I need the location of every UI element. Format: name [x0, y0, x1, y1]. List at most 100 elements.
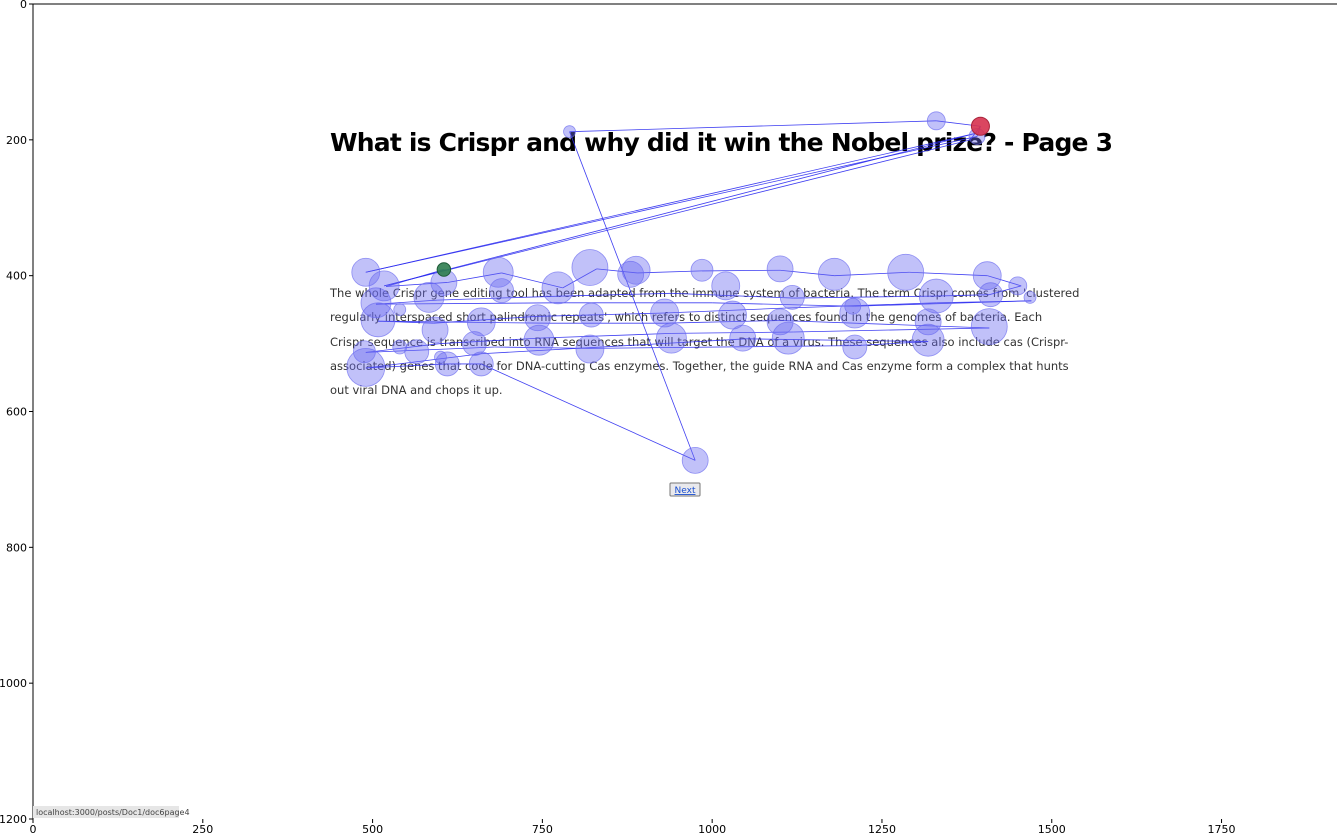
saccade-line [365, 346, 495, 353]
saccade-line [712, 302, 855, 307]
fixation-point [711, 271, 741, 301]
saccade-line [596, 268, 638, 274]
saccade-line [793, 327, 990, 333]
fixation-point [421, 316, 449, 344]
paragraph: The whole Crispr gene editing tool has b… [329, 286, 1079, 397]
fixation-points [346, 111, 1037, 474]
fixation-point [413, 281, 445, 313]
saccade-line [936, 294, 990, 297]
x-tick-label: 1500 [1038, 823, 1066, 836]
saccade-line [780, 269, 835, 277]
fixation-point [621, 255, 651, 285]
saccade-line [834, 271, 910, 277]
fixation-point [690, 258, 714, 282]
y-tick-label: 1000 [0, 677, 27, 690]
y-tick-label: 0 [20, 0, 27, 11]
saccade-line [535, 312, 665, 317]
status-url: localhost:3000/posts/Doc1/doc6page4 [36, 808, 190, 817]
saccade-line [375, 299, 438, 305]
fixation-point [766, 255, 794, 283]
saccade-line [384, 132, 978, 287]
saccade-line [589, 345, 855, 349]
x-tick-label: 1250 [868, 823, 896, 836]
fixation-point [818, 257, 851, 291]
saccade-line [569, 120, 937, 133]
fixation-point [766, 308, 794, 336]
fixation-point [392, 339, 408, 355]
fixation-point [541, 271, 575, 305]
saccade-line [793, 295, 937, 299]
saccade-line [365, 363, 448, 369]
next-button[interactable]: Next [669, 482, 701, 497]
fixation-point [1008, 276, 1028, 296]
saccade-line [378, 320, 550, 324]
fixation-point [681, 446, 709, 474]
paragraph-line: associated) genes that code for DNA-cutt… [330, 359, 1069, 373]
fixation-point [523, 324, 555, 356]
saccade-line [569, 131, 696, 461]
saccade-line [386, 282, 448, 287]
end-fixation-point [970, 116, 990, 136]
saccade-line [989, 285, 1022, 296]
saccade-line [437, 295, 563, 301]
fixation-point [351, 257, 381, 287]
status-bar [33, 806, 179, 818]
fixation-point [729, 324, 757, 352]
saccade-line [664, 307, 781, 314]
fixation-point [918, 278, 954, 314]
saccade-line [780, 320, 990, 329]
fixation-point [650, 298, 680, 328]
fixation-point [1023, 290, 1037, 304]
saccade-line [909, 271, 988, 277]
saccade-line [384, 139, 971, 287]
webpage-content: What is Crispr and why did it win the No… [33, 128, 1113, 818]
x-ticks: 0 250 500 750 1000 1250 1500 1750 [30, 819, 1236, 836]
x-tick-label: 1750 [1208, 823, 1236, 836]
fixation-point [656, 322, 687, 354]
fixation-point [462, 331, 487, 356]
fixation-point [434, 351, 460, 377]
saccade-line [440, 337, 540, 344]
saccade-line [780, 302, 937, 309]
y-tick-label: 400 [6, 270, 27, 283]
fixation-point [839, 297, 871, 329]
y-tick-label: 200 [6, 134, 27, 147]
saccade-line [365, 343, 441, 353]
fixation-point [844, 297, 862, 315]
saccade-line [501, 272, 563, 289]
fixation-point [926, 111, 946, 131]
fixation-point [914, 308, 942, 336]
saccade-line [538, 332, 672, 339]
y-tick-label: 1200 [0, 813, 27, 826]
saccade-line [664, 320, 781, 324]
saccade-line [494, 346, 590, 349]
fixation-point [972, 261, 1002, 291]
start-end-markers [436, 116, 990, 277]
fixation-point [434, 350, 447, 364]
fixation-point [524, 304, 552, 332]
saccade-line [671, 292, 794, 299]
saccade-line [481, 338, 747, 355]
fixation-point [779, 284, 805, 310]
start-fixation-point [436, 262, 452, 277]
fixation-point [482, 256, 514, 288]
x-tick-label: 750 [532, 823, 553, 836]
y-tick-label: 600 [6, 406, 27, 419]
paragraph-line: regularly interspaced short palindromic … [330, 310, 1042, 324]
next-button-label[interactable]: Next [675, 486, 696, 496]
fixation-point [346, 347, 386, 387]
page-title: What is Crispr and why did it win the No… [330, 128, 1112, 157]
fixation-point [571, 249, 609, 286]
fixation-point [578, 302, 604, 328]
y-tick-label: 800 [6, 541, 27, 554]
saccade-line [365, 132, 978, 273]
next-button-frame[interactable] [669, 482, 701, 497]
saccade-line [375, 302, 556, 305]
fixation-point [489, 278, 515, 304]
fixation-point [718, 300, 747, 330]
saccade-line [447, 272, 502, 283]
fixation-point [911, 323, 945, 357]
fixation-point [353, 340, 376, 364]
saccade-line [746, 338, 929, 342]
